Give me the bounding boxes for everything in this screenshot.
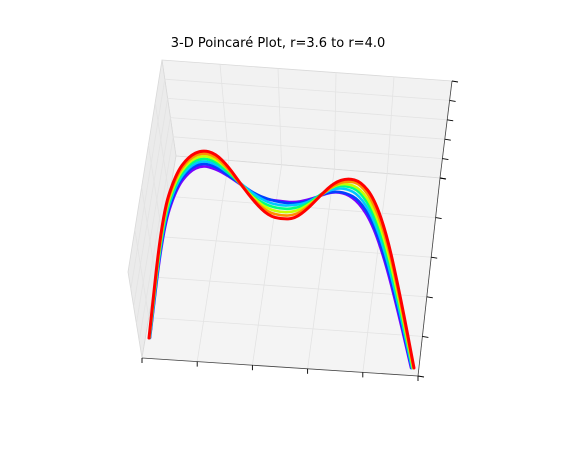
axis-ticks — [141, 80, 459, 381]
left-grid-line — [130, 79, 166, 290]
left-grid-line — [141, 187, 156, 278]
z-tick — [442, 158, 449, 161]
poincare-series-line — [148, 162, 413, 370]
left-grid-line — [136, 117, 171, 324]
floor-grid-line — [307, 169, 335, 369]
z-tick — [439, 177, 447, 180]
z-axis-line — [439, 80, 453, 179]
back-grid-line — [219, 64, 230, 161]
y-tick — [422, 335, 429, 338]
y-tick — [431, 256, 438, 259]
back-grid-line — [334, 72, 337, 170]
floor-grid-line — [196, 160, 230, 362]
left-grid-line — [134, 229, 150, 318]
poincare-series-line — [148, 160, 414, 370]
floor-grid-line — [362, 173, 388, 373]
poincare-series-line — [147, 152, 415, 370]
chart-title: 3-D Poincaré Plot, r=3.6 to r=4.0 — [171, 36, 386, 51]
floor-grid-line — [155, 276, 427, 298]
floor-grid-line — [148, 317, 423, 337]
left-grid-line — [133, 98, 168, 307]
back-grid-line — [173, 136, 443, 159]
poincare-series-line — [147, 149, 416, 370]
poincare-curves — [147, 149, 416, 370]
back-grid-line — [167, 98, 448, 121]
back-grid-line — [164, 78, 450, 101]
left-grid-line — [138, 136, 174, 341]
floor-pane — [141, 155, 441, 377]
floor-grid-line — [252, 164, 282, 366]
z-tick — [451, 80, 459, 83]
y-tick — [426, 296, 433, 299]
left-grid-line — [148, 144, 163, 237]
axis-lines — [141, 80, 453, 377]
back-grid-line — [386, 76, 395, 174]
z-tick — [444, 138, 451, 141]
poincare-series-line — [148, 155, 415, 370]
y-tick — [435, 217, 442, 220]
z-tick — [447, 119, 454, 122]
x-axis-line — [141, 357, 419, 377]
z-tick — [449, 99, 456, 102]
left-grid-line — [154, 102, 170, 197]
y-axis-line — [417, 177, 441, 377]
y-tick — [417, 375, 425, 378]
back-grid-line — [277, 68, 282, 165]
back-grid-line — [170, 117, 445, 140]
poincare-series-line — [148, 157, 414, 370]
